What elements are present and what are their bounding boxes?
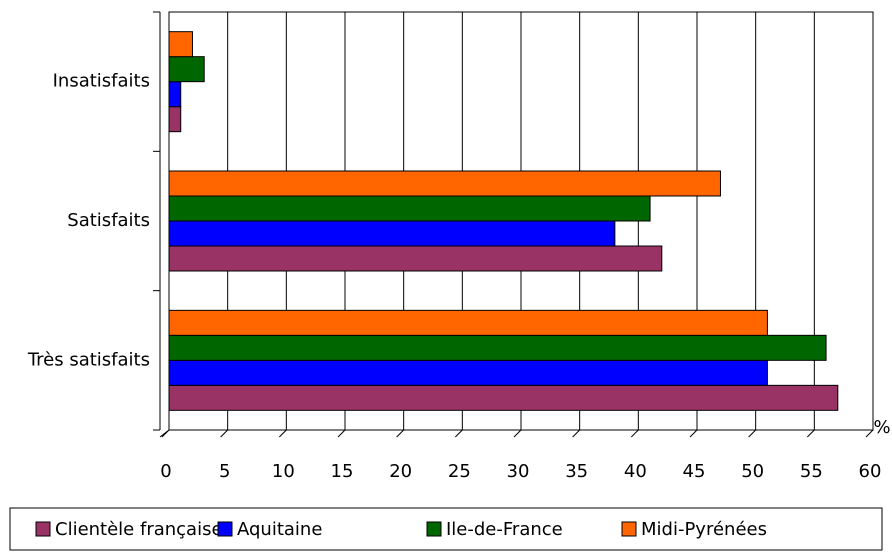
x-tick-label: 5 <box>219 461 230 482</box>
bar <box>168 81 182 108</box>
x-tick <box>337 429 346 438</box>
x-tick-label: 0 <box>160 461 171 482</box>
x-tick-label: 50 <box>741 461 764 482</box>
bar <box>168 334 827 361</box>
y-tick-label: Satisfaits <box>67 210 150 231</box>
bar <box>168 245 663 272</box>
x-tick-label: 40 <box>624 461 647 482</box>
bar <box>168 384 839 411</box>
bar <box>168 220 616 247</box>
legend-swatch <box>217 521 233 537</box>
x-tick <box>806 429 815 438</box>
x-tick-label: 35 <box>565 461 588 482</box>
x-tick-label: 30 <box>507 461 530 482</box>
legend-swatch <box>35 521 51 537</box>
x-tick-label: 60 <box>859 461 882 482</box>
y-tick-label: Insatisfaits <box>53 71 150 92</box>
x-tick-label: 10 <box>272 461 295 482</box>
x-tick <box>689 429 698 438</box>
legend-label: Ile-de-France <box>446 519 563 540</box>
bar <box>168 359 768 386</box>
legend-label: Midi-Pyrénées <box>641 519 767 540</box>
legend-swatch <box>426 521 442 537</box>
x-tick-label: 55 <box>800 461 823 482</box>
x-tick <box>572 429 581 438</box>
bar <box>168 170 721 197</box>
legend-box <box>9 507 883 551</box>
y-tick-label: Très satisfaits <box>27 349 150 370</box>
legend-label: Aquitaine <box>237 519 322 540</box>
x-tick-label: 20 <box>389 461 412 482</box>
bar <box>168 309 768 336</box>
bar <box>168 56 205 83</box>
x-tick <box>278 429 287 438</box>
bar <box>168 106 182 133</box>
x-tick <box>630 429 639 438</box>
x-tick <box>748 429 757 438</box>
x-tick <box>220 429 229 438</box>
legend-swatch <box>621 521 637 537</box>
x-tick-label: 45 <box>683 461 706 482</box>
x-axis <box>159 429 170 438</box>
x-tick-label: 25 <box>448 461 471 482</box>
legend-label: Clientèle française <box>55 519 223 540</box>
x-tick-label: 15 <box>331 461 354 482</box>
x-tick <box>396 429 405 438</box>
x-tick <box>865 429 874 438</box>
bar <box>168 195 651 222</box>
bar <box>168 31 193 58</box>
x-tick <box>454 429 463 438</box>
x-axis-label: % <box>873 417 890 438</box>
x-tick <box>513 429 522 438</box>
